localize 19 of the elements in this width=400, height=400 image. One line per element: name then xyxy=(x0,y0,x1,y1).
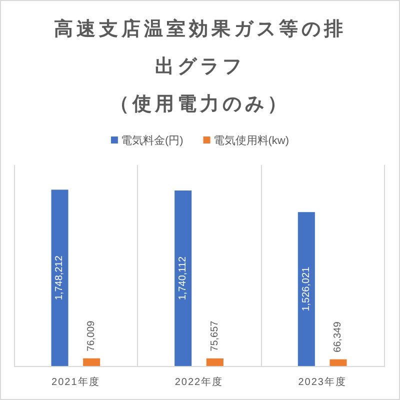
data-label: 1,740,112 xyxy=(178,256,189,300)
data-label: 75,657 xyxy=(209,320,220,352)
data-label: 1,526,021 xyxy=(300,266,312,312)
data-label: 66,349 xyxy=(332,321,344,352)
x-tick-label: 2021年度 xyxy=(52,376,100,388)
x-tick-label: 2023年度 xyxy=(298,376,346,388)
legend-label: 電気料金(円) xyxy=(120,134,184,147)
bar xyxy=(51,190,68,366)
bar xyxy=(174,190,192,366)
chart-subtitle: （使用電力のみ） xyxy=(110,93,290,115)
bar xyxy=(206,358,224,366)
legend-label: 電気使用料(kw) xyxy=(213,134,290,147)
data-label: 76,009 xyxy=(86,320,98,352)
bar xyxy=(330,359,347,366)
bar xyxy=(83,358,100,366)
data-label: 1,748,212 xyxy=(54,255,66,300)
chart-title: 高速支店温室効果ガス等の排出グラフ xyxy=(54,18,346,78)
x-tick-label: 2022年度 xyxy=(174,376,224,388)
bar xyxy=(298,212,315,366)
